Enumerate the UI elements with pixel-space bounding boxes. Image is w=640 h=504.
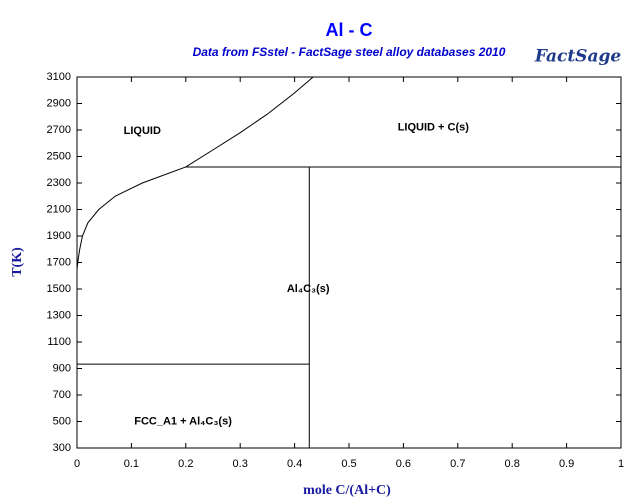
y-axis-label: T(K) <box>10 247 25 277</box>
y-tick-label: 900 <box>53 362 71 374</box>
y-tick-label: 2300 <box>47 177 71 189</box>
x-tick-label: 0.1 <box>124 458 139 470</box>
x-tick-label: 0.7 <box>450 458 465 470</box>
y-tick-label: 2100 <box>47 203 71 215</box>
y-tick-label: 1900 <box>47 230 71 242</box>
y-tick-label: 300 <box>53 442 71 454</box>
x-tick-label: 0.8 <box>505 458 520 470</box>
y-tick-label: 500 <box>53 415 71 427</box>
y-tick-label: 1300 <box>47 309 71 321</box>
x-tick-label: 0.6 <box>396 458 411 470</box>
region-label: FCC_A1 + Al₄C₃(s) <box>134 415 232 427</box>
x-axis-label: mole C/(Al+C) <box>303 483 391 498</box>
x-tick-label: 0.9 <box>559 458 574 470</box>
y-tick-label: 1500 <box>47 283 71 295</box>
x-tick-label: 0.2 <box>178 458 193 470</box>
region-label: LIQUID <box>124 125 161 137</box>
region-label: Al₄C₃(s) <box>287 283 330 295</box>
x-tick-label: 1 <box>618 458 624 470</box>
x-tick-label: 0.4 <box>287 458 302 470</box>
chart-subtitle: Data from FSstel - FactSage steel alloy … <box>193 45 506 59</box>
region-label: LIQUID + C(s) <box>398 121 470 133</box>
logo: FactSage <box>534 47 622 67</box>
phase-boundary <box>76 76 314 270</box>
y-tick-label: 1100 <box>47 336 71 348</box>
x-tick-label: 0.5 <box>341 458 356 470</box>
y-tick-label: 2900 <box>47 97 71 109</box>
x-tick-label: 0 <box>74 458 80 470</box>
chart-title: Al - C <box>326 20 373 40</box>
y-tick-label: 700 <box>53 389 71 401</box>
y-tick-label: 3100 <box>47 71 71 83</box>
x-tick-label: 0.3 <box>233 458 248 470</box>
y-tick-label: 2700 <box>47 124 71 136</box>
y-tick-label: 1700 <box>47 256 71 268</box>
y-tick-label: 2500 <box>47 150 71 162</box>
